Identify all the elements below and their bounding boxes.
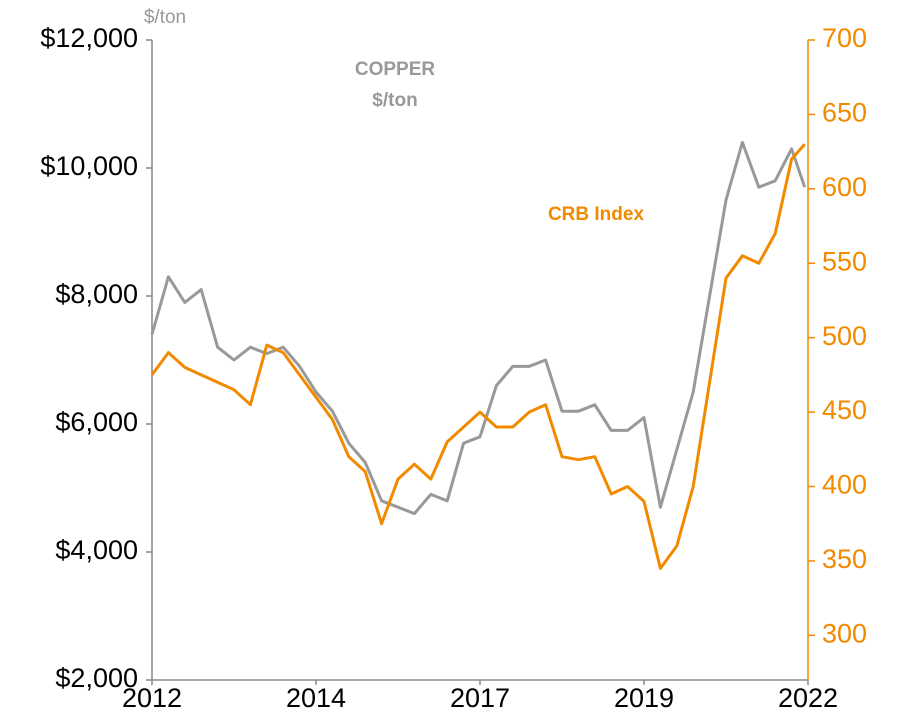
y2-tick-label: 700 <box>822 23 867 53</box>
y2-tick-label: 550 <box>822 246 867 276</box>
x-tick-label: 2014 <box>286 683 346 713</box>
x-tick-label: 2019 <box>614 683 674 713</box>
annotation: $/ton <box>372 90 417 111</box>
x-tick-label: 2022 <box>778 683 838 713</box>
x-tick-label: 2012 <box>122 683 182 713</box>
y-tick-label: $2,000 <box>55 663 138 693</box>
series-line <box>150 143 806 570</box>
y2-tick-label: 500 <box>822 321 867 351</box>
y2-tick-label: 600 <box>822 172 867 202</box>
y-axis-unit: $/ton <box>144 7 186 28</box>
annotation: COPPER <box>355 59 436 80</box>
y-tick-label: $8,000 <box>55 279 138 309</box>
y-tick-label: $10,000 <box>40 151 138 181</box>
y2-tick-label: 650 <box>822 98 867 128</box>
series-line <box>150 140 807 516</box>
y2-tick-label: 350 <box>822 544 867 574</box>
y-tick-label: $4,000 <box>55 535 138 565</box>
annotation: CRB Index <box>548 204 645 225</box>
x-tick-label: 2017 <box>450 683 510 713</box>
y2-tick-label: 300 <box>822 618 867 648</box>
y2-tick-label: 400 <box>822 470 867 500</box>
y-tick-label: $12,000 <box>40 23 138 53</box>
y-tick-label: $6,000 <box>55 407 138 437</box>
y2-tick-label: 450 <box>822 395 867 425</box>
